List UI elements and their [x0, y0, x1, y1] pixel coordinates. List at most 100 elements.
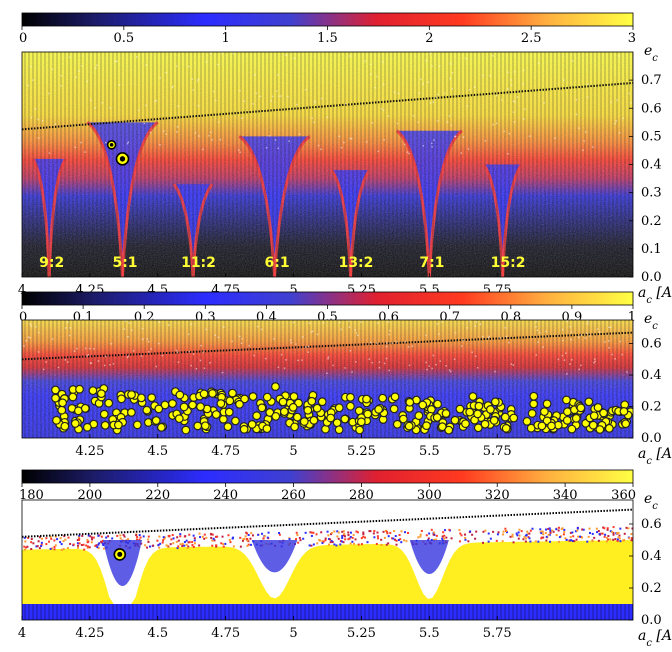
- scatter-point: [200, 421, 210, 431]
- scatter-point: [340, 414, 350, 424]
- scatter-point: [70, 419, 80, 428]
- y-axis-label: ec: [644, 43, 658, 64]
- scatter-point: [196, 402, 205, 412]
- scatter-point: [404, 421, 414, 431]
- scatter-point: [142, 405, 152, 415]
- scatter-point: [584, 397, 594, 407]
- colorbar-tick-label: 1: [222, 31, 230, 46]
- scatter-point: [619, 407, 629, 416]
- panel-1: 0 0.5 1 1.5 2 2.5 3 9:2 5:1 11:2 6:1 13:2 7:1 15:2 4…: [18, 12, 672, 306]
- y-tick-label: 0.6: [641, 101, 662, 116]
- scatter-point: [562, 415, 572, 425]
- scatter-point: [422, 421, 431, 431]
- x-tick-label: 5.5: [419, 626, 440, 641]
- scatter-point: [576, 403, 586, 413]
- y-axis-1: 0.0 0.1 0.2 0.3 0.4 0.5 0.6 0.7: [629, 73, 662, 285]
- resonance-label: 13:2: [339, 255, 374, 271]
- colorbar-tick-label: 300: [417, 488, 442, 503]
- scatter-point: [257, 403, 267, 413]
- scatter-point: [279, 407, 289, 417]
- scatter-point: [218, 414, 228, 424]
- colorbar-1: [21, 12, 634, 27]
- x-tick-label: 4.75: [211, 444, 240, 459]
- scatter-point: [303, 405, 313, 415]
- colorbar-tick-label: 180: [19, 488, 44, 503]
- scatter-point: [489, 416, 499, 425]
- scatter-point: [292, 412, 302, 422]
- scatter-point: [224, 407, 234, 417]
- colorbar-tick-label: 340: [553, 488, 578, 503]
- y-tick-label: 0.6: [641, 517, 662, 532]
- scatter-point: [398, 414, 408, 424]
- scatter-point: [474, 401, 484, 411]
- x-tick-label: 5: [289, 626, 297, 641]
- scatter-point: [418, 400, 428, 410]
- y-tick-label: 0.0: [641, 613, 662, 628]
- scatter-point: [188, 400, 197, 410]
- scatter-point: [231, 416, 240, 426]
- heatmap-1: 9:2 5:1 11:2 6:1 13:2 7:1 15:2: [22, 52, 633, 277]
- resonance-label: 6:1: [265, 255, 290, 271]
- x-tick-label: 5.25: [347, 626, 376, 641]
- colorbar-1-ticks: 0 0.5 1 1.5 2 2.5 3: [19, 26, 636, 46]
- scatter-point: [88, 386, 98, 396]
- scatter-point: [468, 392, 478, 401]
- scatter-point: [265, 408, 275, 417]
- scatter-point: [132, 420, 142, 430]
- scatter-point: [356, 417, 366, 427]
- scatter-point: [181, 425, 191, 435]
- scatter-point: [529, 391, 539, 401]
- scatter-point: [225, 396, 235, 406]
- resonance-label: 9:2: [39, 255, 64, 271]
- scatter-point: [235, 399, 244, 409]
- scatter-point: [501, 423, 511, 433]
- colorbar-3: [21, 469, 634, 484]
- y-axis-label: ec: [644, 491, 658, 512]
- scatter-point: [433, 399, 443, 409]
- boundary-line: [22, 81, 633, 131]
- scatter-point: [473, 423, 483, 433]
- scatter-point: [75, 384, 84, 394]
- scatter-point: [599, 408, 608, 418]
- scatter-point: [450, 415, 460, 425]
- scatter-point: [562, 395, 571, 405]
- x-tick-label: 5.75: [483, 444, 512, 459]
- boundary-line-2: [22, 320, 633, 375]
- x-axis-label: ac [AU]: [638, 446, 672, 467]
- scatter-point: [168, 399, 177, 408]
- scatter-point: [57, 405, 67, 415]
- scatter-point: [346, 401, 355, 411]
- scatter-point: [104, 398, 114, 408]
- scatter-point: [127, 407, 136, 417]
- scatter-point: [211, 410, 221, 419]
- scatter-point: [223, 422, 233, 432]
- colorbar-tick-label: 1.5: [317, 31, 338, 46]
- colorbar-tick-label: 260: [281, 488, 306, 503]
- scatter-point: [262, 392, 272, 402]
- scatter-point: [480, 419, 490, 429]
- scatter-point: [405, 397, 415, 407]
- y-tick-label: 0.4: [641, 368, 662, 383]
- scatter-point: [334, 403, 344, 413]
- scatter-point: [96, 389, 106, 399]
- x-axis-label: ac [AU]: [638, 285, 672, 306]
- x-tick-label: 4.5: [147, 444, 168, 459]
- y-axis-label: ec: [644, 311, 658, 332]
- scatter-point: [537, 421, 547, 431]
- scatter-point: [240, 394, 249, 404]
- scatter-point: [136, 393, 146, 403]
- scatter-point: [271, 382, 280, 391]
- resonance-label: 7:1: [419, 255, 444, 271]
- scatter-point: [239, 424, 249, 434]
- colorbar-tick-label: 240: [213, 488, 238, 503]
- scatter-point: [99, 409, 109, 419]
- scatter-point: [175, 390, 185, 400]
- scatter-point: [527, 409, 537, 418]
- colorbar-tick-label: 0: [19, 310, 27, 325]
- y-tick-label: 0.2: [641, 214, 662, 229]
- scatter-point: [529, 399, 539, 409]
- colorbar-tick-label: 0: [19, 31, 27, 46]
- scatter-point: [465, 407, 475, 417]
- y-tick-label: 0.4: [641, 549, 662, 564]
- colorbar-tick-label: 200: [77, 488, 102, 503]
